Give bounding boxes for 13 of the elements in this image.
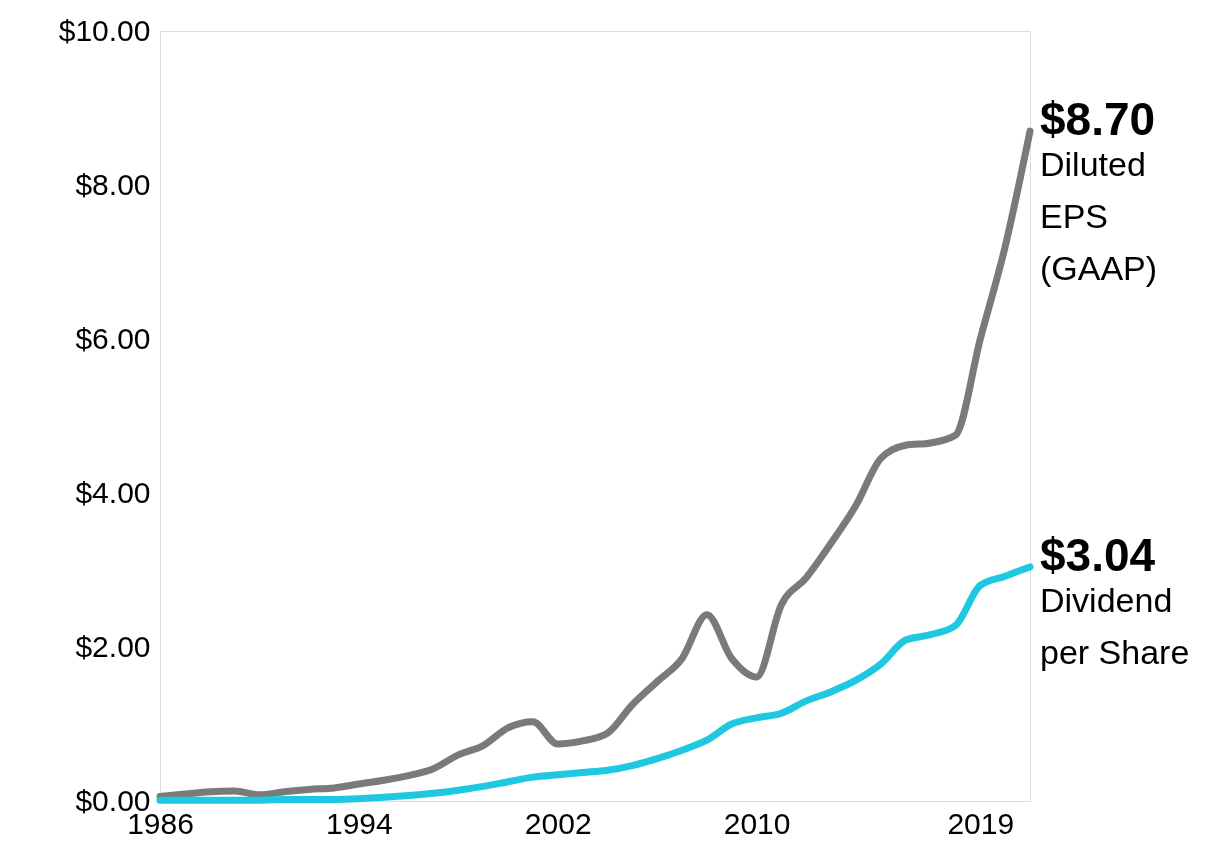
x-tick-label: 2010 <box>723 806 791 840</box>
annotation: $8.70 <box>1040 93 1156 146</box>
annotation: $3.04 <box>1040 528 1156 581</box>
y-tick-label: $6.00 <box>75 321 151 355</box>
y-tick-label: $4.00 <box>75 475 151 509</box>
x-tick-label: 1994 <box>325 806 393 840</box>
x-tick-label: 2019 <box>947 806 1015 840</box>
y-tick-label: $8.00 <box>75 167 151 201</box>
y-tick-label: $2.00 <box>75 629 151 663</box>
y-tick-label: $10.00 <box>58 13 151 47</box>
series-label: Diluted EPS (GAAP) <box>1040 145 1158 288</box>
x-tick-label: 2002 <box>524 806 592 840</box>
series-label: Dividend per Share <box>1040 580 1190 671</box>
